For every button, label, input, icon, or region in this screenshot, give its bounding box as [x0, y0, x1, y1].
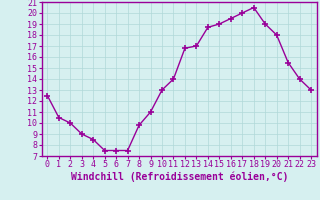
X-axis label: Windchill (Refroidissement éolien,°C): Windchill (Refroidissement éolien,°C) [70, 172, 288, 182]
